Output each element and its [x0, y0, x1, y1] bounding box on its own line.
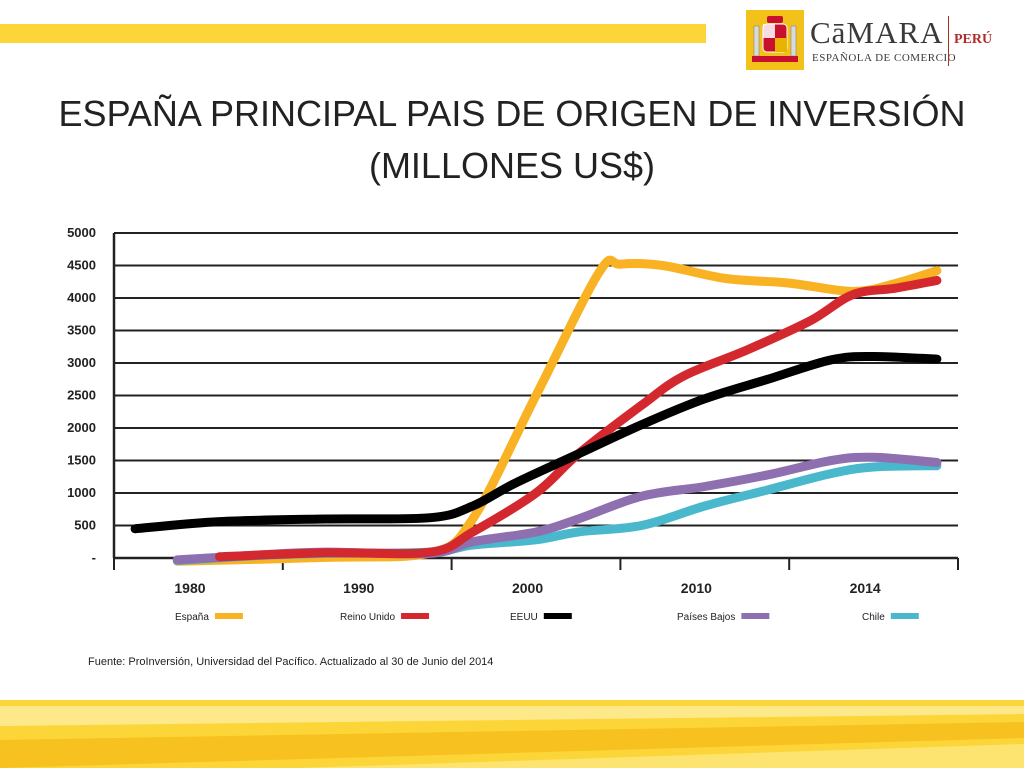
legend-swatch: [401, 613, 430, 619]
y-tick-label: 500: [74, 518, 96, 533]
x-tick-label: 1980: [174, 580, 205, 596]
title-line-1: ESPAÑA PRINCIPAL PAIS DE ORIGEN DE INVER…: [58, 93, 966, 134]
y-tick-label: 2500: [67, 388, 96, 403]
source-note: Fuente: ProInversión, Universidad del Pa…: [88, 656, 494, 668]
logo-divider: [948, 16, 949, 66]
logo-country: PERÚ: [954, 32, 993, 47]
y-tick-label: -: [92, 550, 96, 565]
y-tick-label: 4000: [67, 290, 96, 305]
investment-line-chart: 5000 4500 4000 3500 3000 2500 2000 1500 1000 500 -…: [67, 225, 959, 623]
bottom-decorative-band: [0, 700, 1024, 768]
y-tick-label: 3000: [67, 355, 96, 370]
camara-logo: CāMARA ESPAÑOLA DE COMERCIO PERÚ: [746, 10, 1006, 72]
y-tick-label: 5000: [67, 225, 96, 240]
legend-label: Países Bajos: [677, 612, 735, 623]
y-tick-label: 2000: [67, 420, 96, 435]
slide-title: ESPAÑA PRINCIPAL PAIS DE ORIGEN DE INVER…: [40, 88, 984, 192]
y-tick-label: 1000: [67, 485, 96, 500]
legend-label: España: [175, 612, 209, 623]
legend-swatch: [890, 613, 919, 619]
top-accent-bar: [0, 24, 706, 43]
spain-crest-icon: [746, 10, 804, 70]
title-line-2: (MILLONES US$): [368, 145, 656, 186]
y-tick-label: 4500: [67, 258, 96, 273]
series-line: [215, 275, 942, 562]
legend-swatch: [214, 613, 243, 619]
x-tick-label: 1990: [343, 580, 374, 596]
legend-label: Reino Unido: [340, 612, 395, 623]
logo-subtitle: ESPAÑOLA DE COMERCIO: [812, 52, 957, 64]
y-tick-label: 1500: [67, 453, 96, 468]
x-tick-label: 2014: [850, 580, 881, 596]
x-tick-label: 2000: [512, 580, 543, 596]
series-line: [130, 351, 942, 534]
legend-swatch: [543, 613, 572, 619]
logo-name: CāMARA: [810, 15, 944, 50]
legend-label: EEUU: [510, 612, 538, 623]
legend-label: Chile: [862, 612, 885, 623]
legend-swatch: [741, 613, 770, 619]
y-tick-label: 3500: [67, 323, 96, 338]
x-tick-label: 2010: [681, 580, 712, 596]
